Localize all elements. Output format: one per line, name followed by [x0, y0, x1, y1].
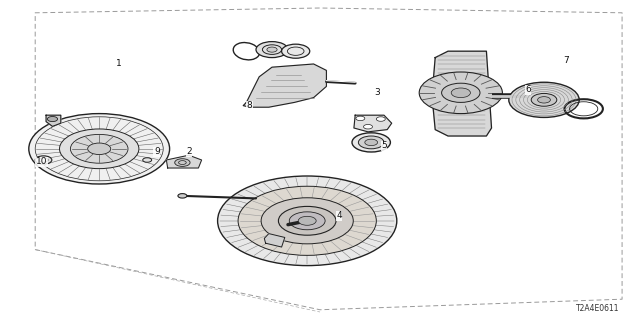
Circle shape	[531, 93, 557, 106]
Text: 6: 6	[525, 85, 531, 94]
Text: 2: 2	[186, 148, 191, 156]
Text: 9: 9	[154, 148, 159, 156]
Text: 3: 3	[375, 88, 380, 97]
Circle shape	[442, 83, 480, 102]
Circle shape	[218, 176, 397, 266]
Text: 4: 4	[337, 212, 342, 220]
Polygon shape	[354, 115, 392, 132]
Circle shape	[238, 186, 376, 255]
Circle shape	[289, 212, 325, 230]
Circle shape	[356, 116, 365, 121]
Circle shape	[60, 129, 139, 169]
Circle shape	[282, 44, 310, 58]
Polygon shape	[264, 234, 285, 247]
Text: 5: 5	[381, 141, 387, 150]
Circle shape	[364, 124, 372, 129]
Circle shape	[538, 97, 550, 103]
Circle shape	[261, 198, 353, 244]
Circle shape	[298, 216, 316, 225]
Circle shape	[267, 47, 277, 52]
Circle shape	[175, 159, 190, 166]
Circle shape	[278, 206, 336, 235]
Text: 7: 7	[564, 56, 569, 65]
Text: 1: 1	[116, 60, 121, 68]
Circle shape	[35, 156, 52, 164]
Circle shape	[29, 114, 170, 184]
Text: 8: 8	[247, 101, 252, 110]
Circle shape	[88, 143, 111, 155]
Circle shape	[419, 72, 502, 114]
Circle shape	[178, 194, 187, 198]
Polygon shape	[432, 51, 492, 136]
Polygon shape	[166, 155, 202, 168]
Circle shape	[509, 82, 579, 117]
Circle shape	[143, 158, 152, 162]
Text: T2A4E0611: T2A4E0611	[576, 304, 620, 313]
Circle shape	[256, 42, 288, 58]
Polygon shape	[46, 115, 61, 126]
Polygon shape	[243, 64, 326, 107]
Circle shape	[352, 133, 390, 152]
Circle shape	[451, 88, 470, 98]
Circle shape	[365, 139, 378, 146]
Text: 10: 10	[36, 157, 47, 166]
Circle shape	[358, 136, 384, 149]
Circle shape	[376, 117, 385, 121]
Circle shape	[70, 134, 128, 163]
Circle shape	[47, 116, 58, 122]
